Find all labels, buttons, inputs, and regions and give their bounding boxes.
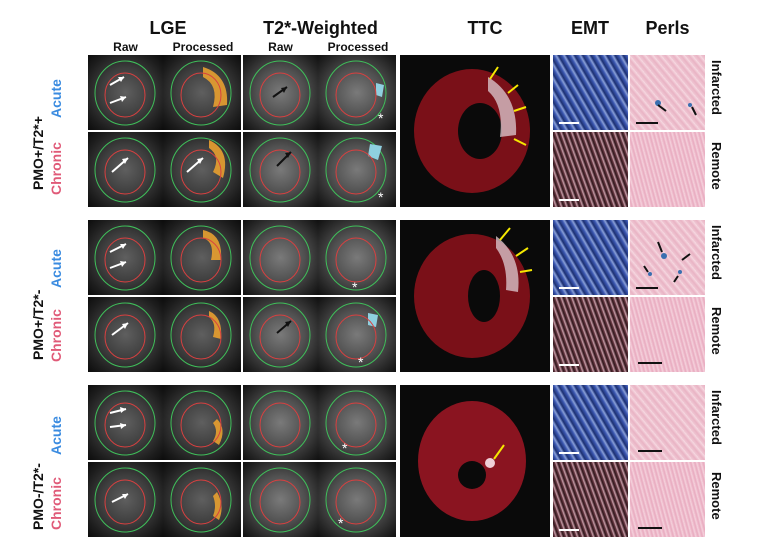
t2-processed-g3-acute: * [318, 385, 396, 460]
side-label-remote-g1: Remote [709, 142, 724, 190]
lge-raw-g2-acute [88, 220, 163, 295]
perls-infarcted-g1 [630, 55, 705, 130]
emt-remote-g3 [553, 462, 628, 537]
group-label-1: PMO+/T2*+ [30, 116, 46, 190]
chronic-label-2: Chronic [48, 309, 64, 362]
lge-raw-g3-acute [88, 385, 163, 460]
t2-processed-g1-acute: * [318, 55, 396, 130]
lge-raw-g3-chronic [88, 462, 163, 537]
asterisk-marker: * [378, 110, 384, 126]
ttc-g1 [400, 55, 550, 207]
acute-label-3: Acute [48, 416, 64, 455]
acute-label-1: Acute [48, 79, 64, 118]
perls-infarcted-g2 [630, 220, 705, 295]
side-label-infarcted-g3: Infarcted [709, 390, 724, 445]
ttc-g3 [400, 385, 550, 537]
ttc-g2 [400, 220, 550, 372]
lge-raw-g1-chronic [88, 132, 163, 207]
asterisk-marker: * [358, 354, 364, 370]
subheader-t2-raw: Raw [268, 40, 293, 54]
lge-processed-g3-acute [163, 385, 241, 460]
side-label-infarcted-g1: Infarcted [709, 60, 724, 115]
chronic-label-3: Chronic [48, 477, 64, 530]
header-emt: EMT [571, 18, 609, 38]
t2-raw-g3-chronic [243, 462, 318, 537]
subheader-lge-processed: Processed [172, 40, 234, 54]
lge-raw-g1-acute [88, 55, 163, 130]
asterisk-marker: * [342, 440, 348, 456]
asterisk-marker: * [378, 189, 384, 205]
asterisk-marker: * [352, 279, 358, 295]
emt-remote-g1 [553, 132, 628, 207]
lge-processed-g3-chronic [163, 462, 241, 537]
side-label-remote-g2: Remote [709, 307, 724, 355]
side-label-remote-g3: Remote [709, 472, 724, 520]
t2-raw-g2-chronic [243, 297, 318, 372]
t2-processed-g2-acute: * [318, 220, 396, 295]
subheader-t2-processed: Processed [327, 40, 389, 54]
group-label-3: PMO-/T2*- [30, 463, 46, 530]
acute-label-2: Acute [48, 249, 64, 288]
perls-remote-g3 [630, 462, 705, 537]
lge-raw-g2-chronic [88, 297, 163, 372]
header-t2-weighted: T2*-Weighted [263, 18, 378, 38]
lge-processed-g2-acute [163, 220, 241, 295]
t2-raw-g1-chronic [243, 132, 318, 207]
perls-remote-g2 [630, 297, 705, 372]
lge-processed-g1-acute [163, 55, 241, 130]
t2-raw-g2-acute [243, 220, 318, 295]
t2-raw-g1-acute [243, 55, 318, 130]
subheader-lge-raw: Raw [113, 40, 138, 54]
emt-infarcted-g2 [553, 220, 628, 295]
t2-processed-g1-chronic: * [318, 132, 396, 207]
lge-processed-g2-chronic [163, 297, 241, 372]
t2-processed-g3-chronic: * [318, 462, 396, 537]
header-ttc: TTC [467, 18, 503, 38]
group-name: PMO+/T2*+ [30, 116, 46, 190]
perls-infarcted-g3 [630, 385, 705, 460]
header-perls: Perls [645, 18, 690, 38]
perls-remote-g1 [630, 132, 705, 207]
emt-infarcted-g3 [553, 385, 628, 460]
chronic-label-1: Chronic [48, 142, 64, 195]
asterisk-marker: * [338, 515, 344, 531]
lge-processed-g1-chronic [163, 132, 241, 207]
t2-processed-g2-chronic: * [318, 297, 396, 372]
emt-remote-g2 [553, 297, 628, 372]
group-label-2: PMO+/T2*- [30, 289, 46, 360]
side-label-infarcted-g2: Infarcted [709, 225, 724, 280]
emt-infarcted-g1 [553, 55, 628, 130]
header-lge: LGE [149, 18, 187, 38]
t2-raw-g3-acute [243, 385, 318, 460]
